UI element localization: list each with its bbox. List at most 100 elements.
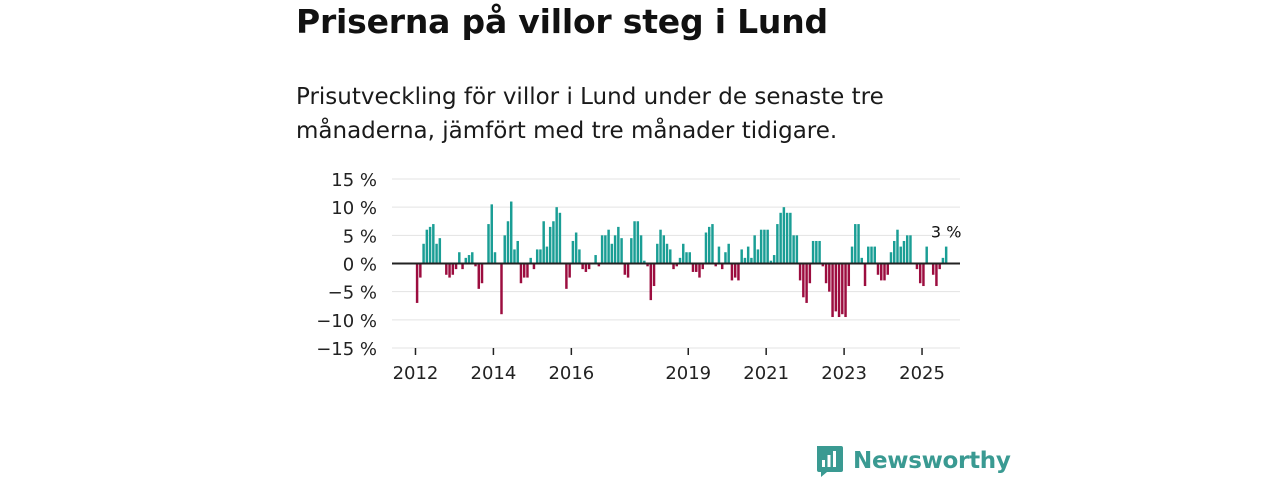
bar	[678, 257, 682, 264]
bar	[454, 263, 458, 270]
bar	[516, 240, 519, 264]
bar	[626, 263, 630, 278]
bar	[451, 263, 455, 275]
bar	[685, 252, 688, 264]
bar	[847, 263, 851, 287]
bar	[493, 252, 497, 264]
bar	[500, 263, 503, 315]
bar	[918, 263, 922, 284]
bar	[889, 252, 893, 264]
bar	[704, 232, 708, 264]
bar	[604, 235, 607, 264]
bar	[876, 263, 880, 275]
bar	[513, 249, 516, 264]
bar	[789, 212, 792, 264]
bar	[867, 246, 870, 264]
bar	[480, 263, 484, 284]
bar	[925, 246, 928, 264]
bar	[737, 263, 740, 281]
chart-subtitle: Prisutveckling för villor i Lund under d…	[296, 84, 884, 144]
bar	[445, 263, 448, 275]
bar	[837, 263, 841, 318]
bar	[487, 224, 490, 264]
bar	[896, 229, 899, 264]
bar	[854, 224, 857, 264]
bar	[733, 263, 737, 278]
bar	[740, 249, 743, 264]
bar	[857, 224, 860, 264]
bar	[769, 260, 773, 264]
bar	[594, 255, 597, 264]
bar	[552, 221, 555, 264]
bar	[675, 263, 678, 267]
bar	[886, 263, 889, 275]
bar	[630, 238, 633, 264]
bar	[535, 249, 539, 264]
x-tick-label: 2016	[548, 363, 594, 384]
bar-chart: 15 % 10 % 5 % 0 % −5 % −10 % −15 % 2012 2014 2016…	[316, 170, 961, 384]
bar	[759, 229, 763, 264]
bar	[422, 243, 425, 264]
bar	[600, 235, 604, 264]
bar	[902, 240, 906, 264]
bar	[714, 263, 717, 267]
bar	[558, 212, 562, 264]
bar	[623, 263, 627, 275]
bar	[597, 263, 601, 267]
bar	[581, 263, 584, 270]
bar	[808, 263, 812, 284]
bar	[633, 221, 636, 264]
x-tick-label: 2021	[743, 363, 789, 384]
bar	[880, 263, 883, 281]
bar	[727, 243, 730, 264]
bar	[863, 263, 867, 287]
bar	[587, 263, 591, 270]
bar	[860, 257, 864, 264]
bar	[509, 201, 513, 264]
chart-title: Priserna på villor steg i Lund	[296, 2, 828, 41]
bar	[779, 212, 782, 264]
bar	[607, 229, 610, 264]
bar	[730, 263, 734, 281]
bar	[776, 224, 779, 264]
bar	[772, 255, 776, 264]
bar	[905, 235, 909, 264]
bar	[461, 263, 464, 270]
bar	[828, 263, 831, 292]
bar	[795, 235, 799, 264]
bar	[893, 240, 896, 264]
y-tick-label: −10 %	[316, 311, 377, 332]
y-tick-label: 5 %	[343, 226, 377, 247]
bar	[646, 263, 649, 267]
bar	[815, 240, 818, 264]
bar	[811, 240, 815, 264]
bar	[555, 207, 558, 264]
bar	[850, 246, 854, 264]
bar	[782, 207, 786, 264]
bar	[432, 224, 435, 264]
bar	[841, 263, 844, 315]
bar	[545, 246, 549, 264]
bar	[821, 263, 825, 267]
bar	[688, 252, 691, 264]
bar	[746, 246, 750, 264]
bar	[490, 204, 493, 264]
bar	[941, 257, 945, 264]
bar	[720, 263, 724, 270]
bar	[656, 243, 659, 264]
bar	[639, 235, 643, 264]
bar	[643, 260, 646, 264]
y-tick-label: 15 %	[331, 170, 377, 191]
bar	[763, 229, 766, 264]
bar	[574, 232, 578, 264]
bar	[617, 226, 620, 264]
bar	[435, 243, 438, 264]
bar	[477, 263, 481, 289]
x-tick-label: 2019	[665, 363, 711, 384]
bar	[695, 263, 698, 272]
newsworthy-logo-icon	[817, 446, 843, 477]
bar	[672, 263, 675, 270]
bar	[711, 224, 714, 264]
bar	[548, 226, 552, 264]
bar	[578, 249, 581, 264]
